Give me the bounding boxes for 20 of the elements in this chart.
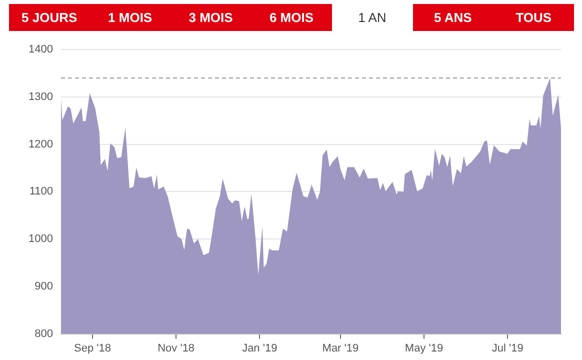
y-tick-label: 1400: [28, 44, 53, 56]
text: 1 AN: [332, 4, 413, 31]
text: 6 MOIS: [251, 4, 332, 31]
text: 5 ANS: [412, 4, 494, 31]
y-tick-label: 1000: [28, 233, 53, 246]
text: 1 MOIS: [90, 4, 170, 31]
y-tick-label: 900: [34, 280, 53, 292]
text: 5 JOURS: [9, 4, 90, 31]
x-tick-label: May '19: [404, 342, 444, 354]
x-tick-label: Mar '19: [322, 342, 359, 354]
y-tick-label: 1100: [29, 186, 53, 198]
x-tick-label: Jul '19: [492, 342, 524, 354]
x-tick-label: Sep '18: [74, 342, 111, 354]
y-tick-label: 1300: [28, 91, 53, 103]
x-tick-label: Nov '18: [158, 342, 195, 354]
y-tick-label: 800: [34, 328, 53, 340]
text: TOUS: [493, 4, 574, 31]
text: 3 MOIS: [170, 4, 252, 31]
y-tick-label: 1200: [28, 138, 53, 150]
x-tick-label: Jan '19: [242, 342, 278, 354]
